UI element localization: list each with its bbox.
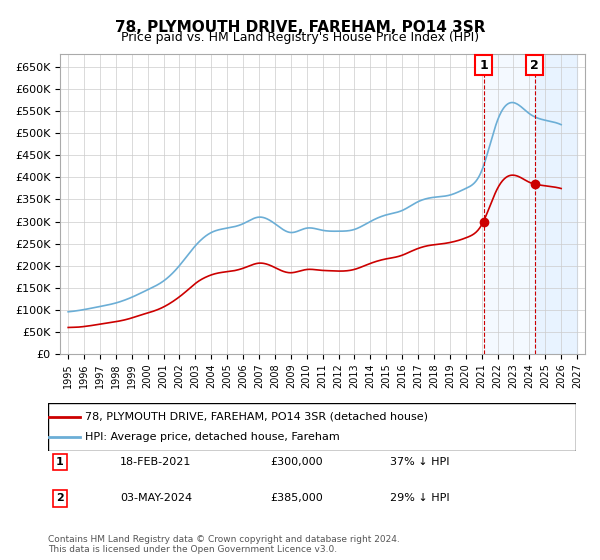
Text: 1: 1 <box>56 457 64 467</box>
Text: £300,000: £300,000 <box>270 457 323 467</box>
Text: Contains HM Land Registry data © Crown copyright and database right 2024.
This d: Contains HM Land Registry data © Crown c… <box>48 535 400 554</box>
Text: 18-FEB-2021: 18-FEB-2021 <box>120 457 191 467</box>
Text: 1: 1 <box>479 59 488 72</box>
Text: 2: 2 <box>530 59 539 72</box>
Text: 2: 2 <box>56 493 64 503</box>
Bar <box>535 54 577 353</box>
Text: HPI: Average price, detached house, Fareham: HPI: Average price, detached house, Fare… <box>85 432 340 442</box>
Text: 03-MAY-2024: 03-MAY-2024 <box>120 493 192 503</box>
Text: Price paid vs. HM Land Registry's House Price Index (HPI): Price paid vs. HM Land Registry's House … <box>121 31 479 44</box>
Bar <box>484 54 577 353</box>
Text: 78, PLYMOUTH DRIVE, FAREHAM, PO14 3SR (detached house): 78, PLYMOUTH DRIVE, FAREHAM, PO14 3SR (d… <box>85 412 428 422</box>
Text: 29% ↓ HPI: 29% ↓ HPI <box>390 493 449 503</box>
Text: 78, PLYMOUTH DRIVE, FAREHAM, PO14 3SR: 78, PLYMOUTH DRIVE, FAREHAM, PO14 3SR <box>115 20 485 35</box>
Text: £385,000: £385,000 <box>270 493 323 503</box>
Text: 37% ↓ HPI: 37% ↓ HPI <box>390 457 449 467</box>
FancyBboxPatch shape <box>48 403 576 451</box>
